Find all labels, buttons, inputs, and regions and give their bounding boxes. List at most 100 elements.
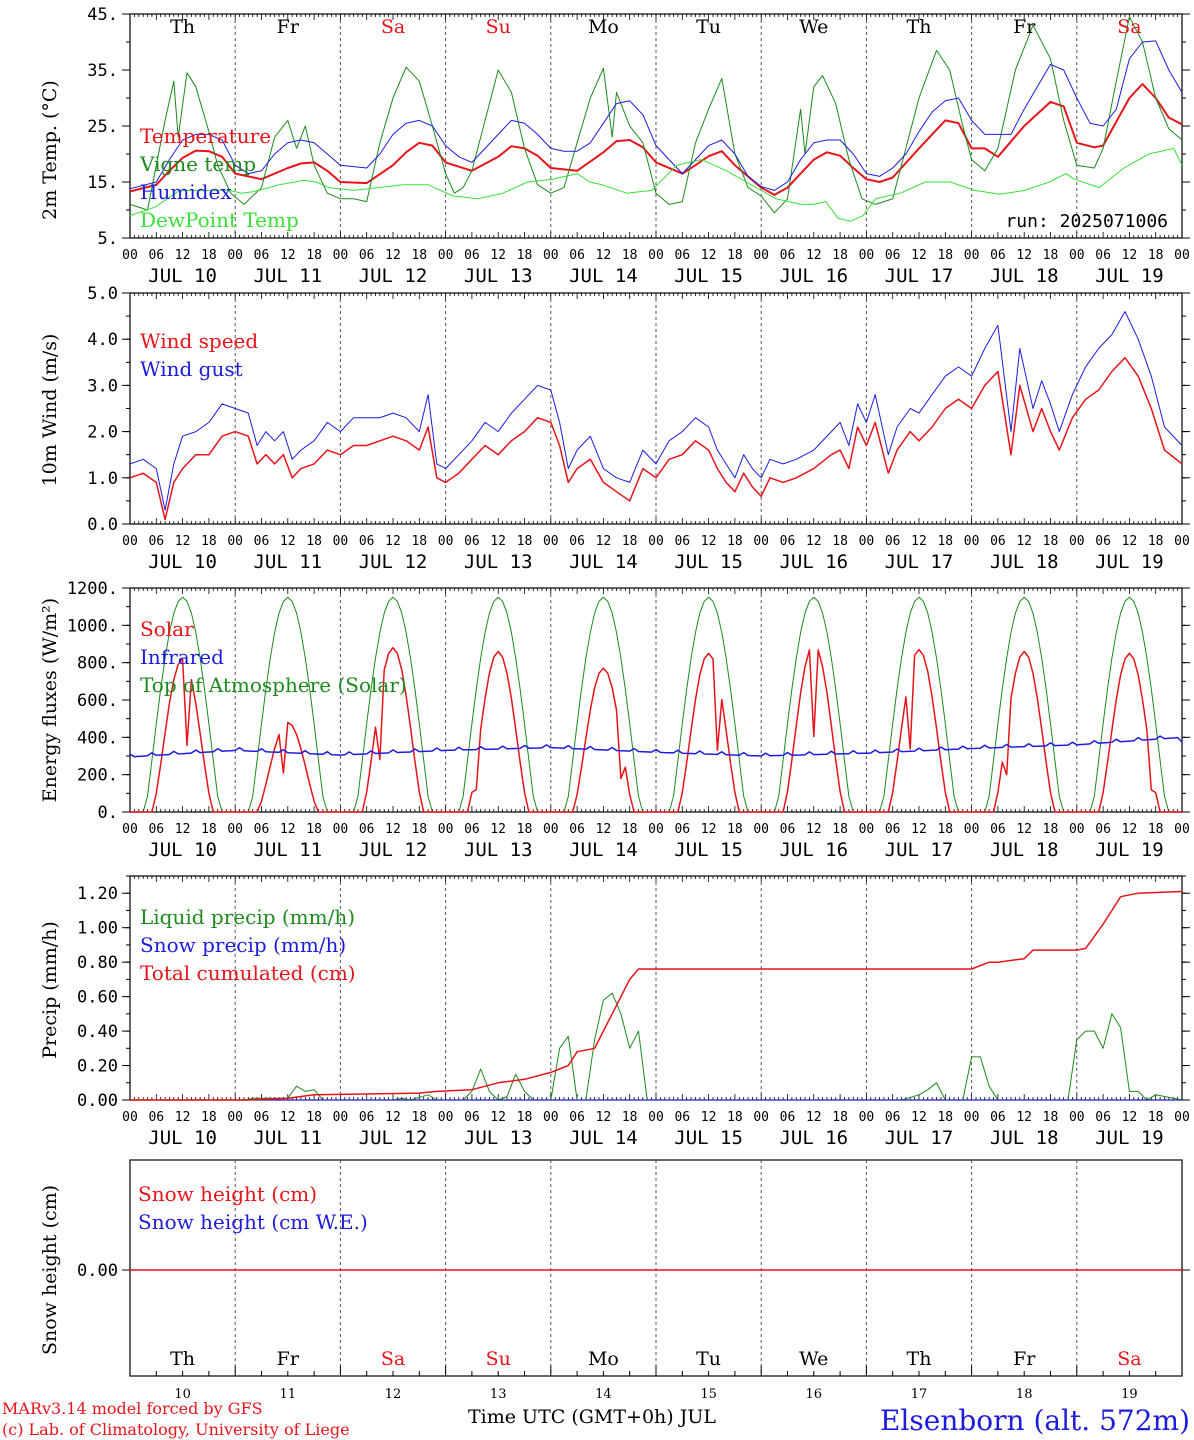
temperature-panel: 00 06 12 18 00 06 12 18 00 06 12 18 00 06 12 18 00 06 12 18…: [39, 5, 1190, 287]
legend-entry: Temperature: [140, 124, 271, 148]
hour-tick-label: 12: [701, 1110, 717, 1125]
hour-tick-label: 18: [411, 534, 427, 549]
date-label: JUL 16: [779, 839, 848, 861]
date-label: JUL 18: [990, 551, 1059, 573]
hour-tick-label: 18: [1148, 1110, 1164, 1125]
hour-tick-label: 00: [1174, 822, 1190, 837]
hour-tick-label: 06: [254, 1110, 270, 1125]
wind-panel: 00 06 12 18 00 06 12 18 00 06 12 18 00 06 12 18 00 06 12 18…: [39, 284, 1190, 573]
y-tick-label: 0.80: [77, 953, 118, 973]
hour-tick-label: 06: [148, 248, 164, 263]
y-tick-label: 1.0: [87, 469, 118, 489]
hour-tick-label: 12: [280, 534, 296, 549]
series-solar: [130, 646, 1182, 813]
hour-tick-label: 18: [306, 822, 322, 837]
legend-entry: Total cumulated (cm): [140, 961, 356, 985]
hour-tick-label: 00: [543, 534, 559, 549]
y-tick-label: 0.60: [77, 988, 118, 1008]
hour-tick-label: 06: [990, 1110, 1006, 1125]
series-dewpoint-temp: [129, 147, 1183, 222]
y-tick-label: 5.0: [87, 284, 118, 304]
hour-tick-label: 18: [1043, 1110, 1059, 1125]
hour-tick-label: 06: [148, 1110, 164, 1125]
weekday-label: Mo: [588, 1348, 619, 1370]
hour-tick-label: 00: [543, 248, 559, 263]
hour-tick-label: 06: [780, 248, 796, 263]
hour-tick-label: 00: [543, 1110, 559, 1125]
hour-tick-label: 12: [490, 822, 506, 837]
date-label: JUL 14: [569, 265, 638, 287]
hour-tick-label: 12: [490, 534, 506, 549]
y-tick-label: 15.: [87, 173, 118, 193]
hour-tick-label: 18: [517, 534, 533, 549]
hour-tick-label: 12: [280, 248, 296, 263]
date-label: JUL 17: [885, 1127, 954, 1149]
y-tick-label: 5.: [98, 229, 118, 249]
hour-tick-label: 12: [701, 534, 717, 549]
y-tick-label: 0.: [98, 803, 118, 823]
hour-tick-label: 06: [885, 534, 901, 549]
date-label: JUL 15: [674, 551, 743, 573]
hour-tick-label: 12: [1122, 822, 1138, 837]
day-number-label: 11: [280, 1387, 297, 1402]
hour-tick-label: 06: [885, 1110, 901, 1125]
hour-tick-label: 12: [596, 1110, 612, 1125]
hour-tick-label: 06: [254, 822, 270, 837]
date-label: JUL 12: [359, 551, 428, 573]
hour-tick-label: 12: [1016, 822, 1032, 837]
series-humidex: [129, 40, 1183, 191]
y-tick-label: 800.: [77, 654, 118, 674]
hour-tick-label: 18: [1043, 248, 1059, 263]
model-credit: MARv3.14 model forced by GFS: [2, 1399, 263, 1418]
date-label: JUL 16: [779, 1127, 848, 1149]
hour-tick-label: 00: [438, 822, 454, 837]
copyright: (c) Lab. of Climatology, University of L…: [2, 1420, 350, 1439]
hour-tick-label: 18: [727, 1110, 743, 1125]
legend-entry: Snow precip (mm/h): [140, 933, 346, 957]
hour-tick-label: 12: [385, 822, 401, 837]
date-label: JUL 18: [990, 265, 1059, 287]
hour-tick-label: 00: [859, 1110, 875, 1125]
energy-panel: 00 06 12 18 00 06 12 18 00 06 12 18 00 06 12 18 00 06 12 18…: [39, 579, 1190, 861]
x-axis-label: Time UTC (GMT+0h) JUL: [468, 1406, 716, 1428]
hour-tick-label: 12: [596, 248, 612, 263]
hour-tick-label: 00: [1174, 1110, 1190, 1125]
hour-tick-label: 06: [780, 1110, 796, 1125]
hour-tick-label: 00: [1069, 822, 1085, 837]
y-tick-label: 2.0: [87, 423, 118, 443]
hour-tick-label: 18: [411, 248, 427, 263]
hour-tick-label: 18: [832, 1110, 848, 1125]
hour-tick-label: 06: [674, 822, 690, 837]
hour-tick-label: 06: [885, 822, 901, 837]
hour-tick-label: 18: [832, 822, 848, 837]
hour-tick-label: 12: [175, 534, 191, 549]
weekday-label: We: [799, 16, 828, 38]
date-label: JUL 13: [464, 839, 533, 861]
hour-tick-label: 06: [359, 248, 375, 263]
hour-tick-label: 06: [359, 1110, 375, 1125]
weekday-label: Fr: [277, 1348, 300, 1370]
y-tick-label: 1000.: [67, 616, 118, 636]
hour-tick-label: 00: [964, 1110, 980, 1125]
y-tick-label: 35.: [87, 61, 118, 81]
y-tick-label: 0.40: [77, 1022, 118, 1042]
series-wind-speed: [129, 356, 1183, 521]
date-label: JUL 18: [990, 1127, 1059, 1149]
hour-tick-label: 00: [753, 534, 769, 549]
hour-tick-label: 00: [122, 534, 138, 549]
hour-tick-label: 06: [148, 534, 164, 549]
hour-tick-label: 00: [543, 822, 559, 837]
hour-tick-label: 18: [517, 822, 533, 837]
snow-panel: 0.00 Snow height (cm) Snow height (cm) Snow…: [39, 1159, 1190, 1402]
hour-tick-label: 12: [701, 248, 717, 263]
hour-tick-label: 00: [753, 822, 769, 837]
y-tick-label: 1200.: [67, 579, 118, 599]
date-label: JUL 13: [464, 1127, 533, 1149]
day-number-label: 16: [806, 1387, 823, 1402]
hour-tick-label: 00: [438, 1110, 454, 1125]
hour-tick-label: 12: [175, 248, 191, 263]
hour-tick-label: 18: [411, 1110, 427, 1125]
hour-tick-label: 00: [122, 1110, 138, 1125]
date-label: JUL 11: [253, 839, 322, 861]
date-label: JUL 18: [990, 839, 1059, 861]
